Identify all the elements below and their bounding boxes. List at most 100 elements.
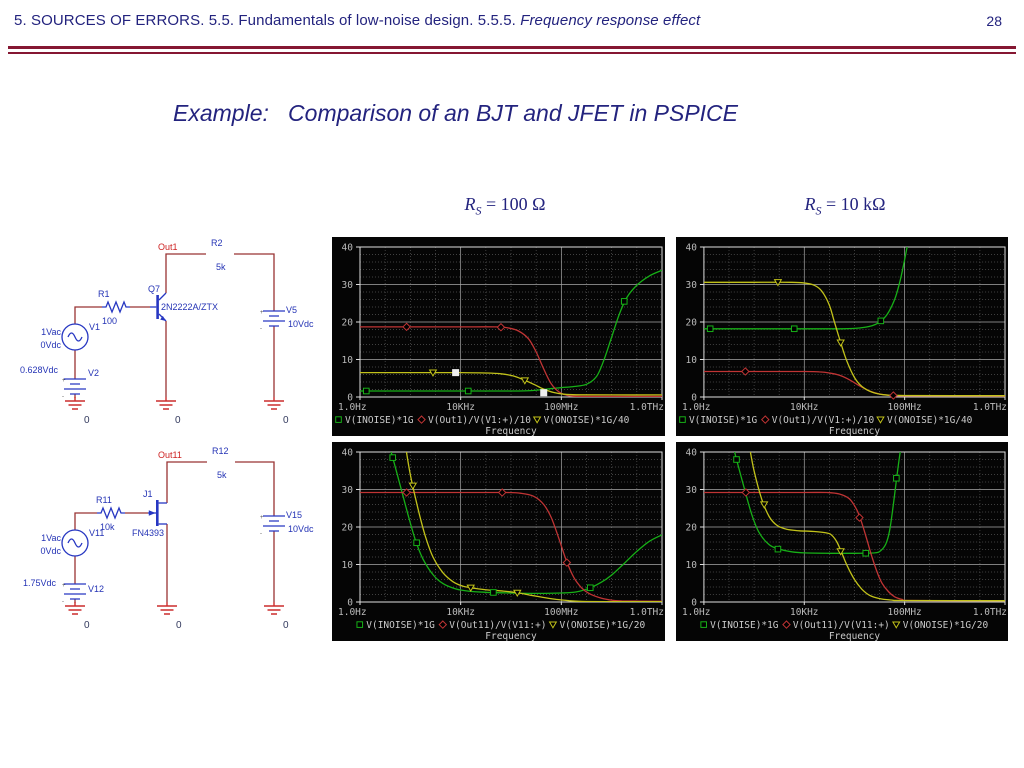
series-marker-diamond [402, 322, 411, 332]
x-axis-title: Frequency [829, 631, 881, 641]
axis-labels: 0 10 20 30 40 1.0Hz 10KHz 100MHz 1.0THz [682, 242, 1007, 413]
rs-symbol: R [464, 194, 476, 214]
legend-label: V(INOISE)*1G [345, 415, 414, 426]
v12-value-label: 1.75Vdc [23, 578, 57, 588]
series-line [360, 371, 662, 396]
series-marker-square [356, 621, 364, 628]
legend: V(INOISE)*1G V(Out1)/V(V1:+)/10 V(ONOISE)*… [679, 415, 973, 426]
series-markers [706, 279, 898, 400]
series-curves [703, 452, 1006, 602]
legend-label: V(Out11)/V(V11:+) [793, 620, 890, 631]
y-tick-label: 40 [342, 243, 354, 254]
series-marker-triangle [520, 377, 530, 385]
pspice-plot-bjt-rs10k: 0 10 20 30 40 1.0Hz 10KHz 100MHz 1.0THz V(INOISE)… [676, 237, 1008, 436]
x-tick-label: 1.0Hz [338, 402, 367, 413]
y-tick-label: 10 [342, 355, 354, 366]
legend-label: V(ONOISE)*1G/20 [559, 620, 645, 631]
series-marker-triangle [773, 279, 783, 287]
series-marker-triangle [428, 369, 438, 377]
legend-label: V(ONOISE)*1G/40 [544, 415, 630, 426]
v12-name-label: V12 [88, 584, 104, 594]
column-label-rs-10k: RS = 10 kΩ [760, 194, 930, 219]
x-tick-label: 1.0THz [630, 607, 664, 618]
series-marker-diamond [741, 367, 750, 376]
header-section-text: 5. SOURCES OF ERRORS. 5.5. Fundamentals … [14, 12, 521, 29]
series-line [360, 326, 662, 397]
legend-label: V(Out11)/V(V11:+) [449, 620, 546, 631]
ground-0-label: 0 [84, 620, 90, 631]
legend: V(INOISE)*1G V(Out11)/V(V11:+) V(ONOISE)*1… [700, 620, 989, 631]
jfet-labels: V11 1Vac 0Vdc V12 1.75Vdc R11 10k J1 FN4… [23, 446, 314, 631]
q7-model-label: 2N2222A/ZTX [161, 302, 218, 312]
header-rule-thin [8, 52, 1016, 54]
series-marker-square [706, 325, 714, 333]
bjt-labels: V1 1Vac 0Vdc V2 0.628Vdc R1 100 Q7 2N222… [20, 238, 314, 426]
y-tick-label: 20 [686, 317, 698, 328]
series-marker-square [733, 456, 740, 463]
series-marker-triangle [836, 548, 845, 556]
series-marker-diamond [760, 415, 770, 424]
axis-labels: 0 10 20 30 40 1.0Hz 10KHz 100MHz 1.0THz [338, 448, 664, 619]
x-tick-label: 100MHz [544, 402, 578, 413]
y-tick-label: 20 [686, 522, 698, 533]
v11-ac-source [61, 529, 89, 557]
series-line [390, 452, 662, 595]
ground-symbols [65, 602, 284, 615]
v11-name-label: V11 [89, 528, 104, 538]
series-marker-triangle [532, 416, 542, 424]
v15-battery: + - [260, 515, 285, 537]
series-line [405, 452, 662, 602]
series-curves [360, 269, 662, 397]
x-tick-label: 10KHz [446, 607, 475, 618]
x-tick-label: 100MHz [544, 607, 578, 618]
legend-label: V(INOISE)*1G [689, 415, 758, 426]
series-marker-square [700, 621, 707, 628]
wires [74, 253, 275, 398]
series-marker-triangle [513, 589, 522, 598]
legend-label: V(INOISE)*1G [366, 620, 435, 631]
series-marker-square [877, 317, 885, 325]
x-tick-label: 1.0Hz [682, 402, 710, 413]
q7-bjt-symbol [150, 292, 167, 322]
y-tick-label: 0 [691, 597, 697, 608]
minus-mark: - [260, 326, 262, 332]
r2-value-label: 5k [216, 262, 226, 272]
bjt-schematic: + - + - V1 1Vac 0Vdc V2 0.628Vdc R1 100 [10, 235, 325, 435]
rs-subscript: S [815, 203, 822, 218]
x-tick-label: 100MHz [888, 402, 922, 413]
legend: V(INOISE)*1G V(Out11)/V(V11:+) V(ONOISE)*1… [356, 620, 646, 631]
series-marker-square [413, 539, 420, 547]
plot-background [676, 442, 1008, 641]
pspice-plot-bjt-rs100: 0 10 20 30 40 1.0Hz 10KHz 100MHz 1.0THz V(INOISE)… [332, 237, 665, 436]
y-tick-label: 30 [686, 485, 698, 496]
axis-labels: 0 10 20 30 40 1.0Hz 10KHz 100MHz 1.0THz [338, 243, 664, 414]
x-tick-label: 10KHz [790, 607, 818, 618]
v1-ac-label: 1Vac [41, 327, 61, 337]
legend-label: V(ONOISE)*1G/40 [887, 415, 973, 426]
series-markers [362, 298, 628, 395]
series-markers [389, 454, 594, 598]
y-tick-label: 20 [342, 523, 354, 534]
slide-title: Example: Comparison of an BJT and JFET i… [173, 100, 739, 126]
v15-value-label: 10Vdc [288, 524, 314, 534]
v12-battery: + - [62, 583, 86, 605]
y-tick-label: 10 [342, 560, 354, 571]
legend: V(INOISE)*1G V(Out1)/V(V1:+)/10 V(ONOISE)*… [335, 415, 630, 426]
rs-subscript: S [475, 203, 482, 218]
legend-label: V(INOISE)*1G [710, 620, 779, 631]
r11-value-label: 10k [100, 522, 115, 532]
legend-label: V(ONOISE)*1G/20 [903, 620, 989, 631]
series-marker-diamond [496, 322, 506, 332]
ground-0-label: 0 [84, 415, 90, 426]
plot-background [332, 237, 665, 436]
x-tick-label: 1.0Hz [338, 607, 367, 618]
y-tick-label: 40 [686, 242, 698, 253]
j1-model-label: FN4393 [132, 528, 164, 538]
q7-name-label: Q7 [148, 284, 160, 294]
series-marker-square [362, 387, 370, 395]
